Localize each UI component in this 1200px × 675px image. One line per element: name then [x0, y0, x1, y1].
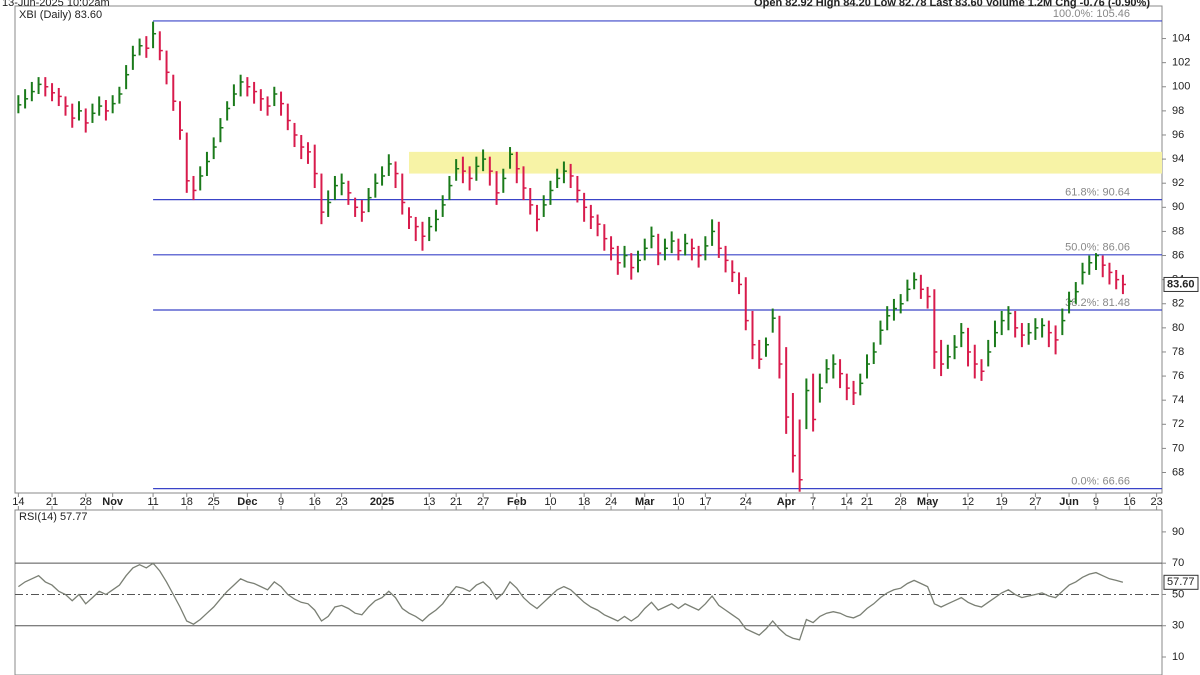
resistance-zone	[409, 151, 1162, 174]
y-tick-label: 100	[1172, 81, 1190, 93]
y-tick-label: 86	[1172, 249, 1184, 261]
rsi-y-tick-label: 10	[1172, 651, 1184, 663]
x-tick-label: 16	[1124, 496, 1136, 508]
quote-line: Open 82.92 High 84.20 Low 82.78 Last 83.…	[754, 0, 1150, 9]
x-tick-label: 19	[996, 496, 1008, 508]
chart-title: XBI (Daily) 83.60	[19, 9, 102, 21]
x-tick-label: 7	[810, 496, 816, 508]
x-tick-label: 9	[1093, 496, 1099, 508]
rsi-title: RSI(14) 57.77	[19, 511, 87, 523]
x-tick-label: 21	[450, 496, 462, 508]
y-tick-label: 98	[1172, 105, 1184, 117]
fib-label: 38.2%: 81.48	[1065, 297, 1130, 309]
last-price-box	[1163, 276, 1199, 292]
y-tick-label: 76	[1172, 370, 1184, 382]
x-tick-label: Jun	[1059, 496, 1079, 508]
y-tick-label: 74	[1172, 394, 1184, 406]
y-tick-label: 80	[1172, 322, 1184, 334]
x-tick-label: Mar	[635, 496, 655, 508]
x-tick-label: 18	[181, 496, 193, 508]
x-tick-label: 10	[544, 496, 556, 508]
x-tick-label: May	[917, 496, 939, 508]
rsi-line	[18, 562, 1124, 641]
x-tick-label: 14	[12, 496, 24, 508]
x-tick-label: 13	[423, 496, 435, 508]
x-tick-label: Dec	[237, 496, 257, 508]
x-tick-label: 21	[46, 496, 58, 508]
x-tick-label: 10	[672, 496, 684, 508]
fib-label: 100.0%: 105.46	[1053, 8, 1130, 20]
price-panel	[14, 5, 1163, 494]
y-tick-label: 68	[1172, 466, 1184, 478]
fib-label: 61.8%: 90.64	[1065, 187, 1130, 199]
x-tick-label: 24	[740, 496, 752, 508]
rsi-y-tick-label: 50	[1172, 588, 1184, 600]
y-tick-label: 96	[1172, 129, 1184, 141]
rsi-y-tick-label: 90	[1172, 526, 1184, 538]
x-tick-label: 27	[1029, 496, 1041, 508]
y-tick-label: 102	[1172, 57, 1190, 69]
x-tick-label: 25	[208, 496, 220, 508]
y-tick-label: 78	[1172, 346, 1184, 358]
last-price-label: 83.60	[1167, 278, 1195, 290]
x-tick-label: 2025	[370, 496, 394, 508]
x-tick-label: Nov	[102, 496, 124, 508]
x-tick-label: 28	[80, 496, 92, 508]
fib-label: 50.0%: 86.06	[1065, 242, 1130, 254]
x-tick-label: 24	[605, 496, 617, 508]
x-tick-label: 17	[699, 496, 711, 508]
x-tick-label: Apr	[777, 496, 797, 508]
x-tick-label: 23	[1150, 496, 1162, 508]
x-tick-label: 28	[895, 496, 907, 508]
y-tick-label: 90	[1172, 201, 1184, 213]
y-tick-label: 70	[1172, 442, 1184, 454]
y-tick-label: 82	[1172, 298, 1184, 310]
x-tick-label: 21	[861, 496, 873, 508]
y-tick-label: 92	[1172, 177, 1184, 189]
x-tick-label: 18	[578, 496, 590, 508]
x-tick-label: 16	[309, 496, 321, 508]
x-tick-label: 14	[841, 496, 853, 508]
rsi-y-tick-label: 70	[1172, 557, 1184, 569]
rsi-panel	[14, 509, 1163, 675]
date-stamp: 13-Jun-2025 10:02am	[2, 0, 110, 9]
rsi-y-tick-label: 30	[1172, 620, 1184, 632]
x-tick-label: 12	[962, 496, 974, 508]
x-tick-label: 11	[147, 496, 158, 508]
rsi-last-box	[1163, 574, 1199, 590]
rsi-last-label: 57.77	[1167, 576, 1195, 588]
y-tick-label: 94	[1172, 153, 1184, 165]
x-tick-label: 9	[278, 496, 284, 508]
y-tick-label: 104	[1172, 32, 1190, 44]
y-tick-label: 88	[1172, 225, 1184, 237]
y-tick-label: 72	[1172, 418, 1184, 430]
x-tick-label: 23	[336, 496, 348, 508]
x-tick-label: Feb	[507, 496, 527, 508]
fib-label: 0.0%: 66.66	[1071, 476, 1130, 488]
x-tick-label: 27	[477, 496, 489, 508]
